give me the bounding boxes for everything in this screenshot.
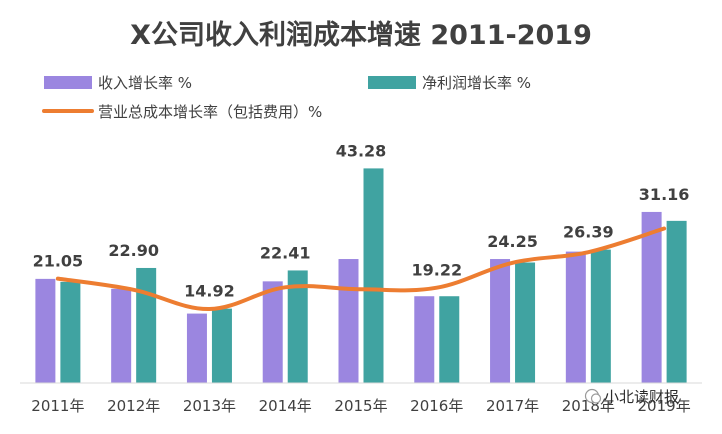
bar-revenue-2012 [111, 288, 132, 383]
bar-series-net-profit [60, 168, 687, 383]
x-tick-labels: 2011年 2012年 2013年 2014年 2015年 2016年 2017年 2018年… [31, 397, 690, 415]
x-tick-2013: 2013年 [183, 397, 236, 415]
legend-swatch-net-profit [368, 76, 416, 89]
watermark-logo-icon [584, 388, 602, 404]
data-label-2014: 22.41 [260, 243, 311, 262]
data-label-2017: 24.25 [487, 232, 538, 251]
x-tick-2015: 2015年 [334, 397, 387, 415]
bar-revenue-2017 [490, 259, 511, 383]
x-tick-2019: 2019年 [638, 397, 691, 415]
bar-revenue-2015 [338, 259, 359, 383]
bar-net-profit-2018 [590, 249, 611, 383]
bar-revenue-2013 [186, 313, 207, 383]
bar-net-profit-2012 [136, 267, 157, 383]
data-label-2018: 26.39 [563, 223, 614, 242]
data-label-2015: 43.28 [336, 141, 387, 160]
data-label-2013: 14.92 [184, 282, 235, 301]
legend-swatch-revenue [44, 76, 92, 89]
bar-net-profit-2013 [211, 308, 232, 383]
x-tick-2016: 2016年 [410, 397, 463, 415]
x-tick-2018: 2018年 [562, 397, 615, 415]
bar-net-profit-2016 [439, 296, 460, 383]
data-label-2019: 31.16 [639, 185, 690, 204]
plot-area: 21.05 22.90 14.92 22.41 43.28 19.22 24.25 26.39… [20, 141, 702, 415]
legend-label-revenue: 收入增长率 % [98, 74, 192, 92]
bar-net-profit-2015 [363, 168, 384, 383]
watermark-text: 小北读财报 [604, 388, 679, 406]
legend-label-total-cost: 营业总成本增长率（包括费用）% [98, 103, 322, 121]
x-tick-2017: 2017年 [486, 397, 539, 415]
line-series-total-cost [55, 226, 667, 312]
bar-net-profit-2011 [60, 281, 81, 383]
bar-revenue-2011 [35, 278, 56, 383]
bar-revenue-2018 [565, 251, 586, 383]
legend-label-net-profit: 净利润增长率 % [422, 74, 531, 92]
bar-net-profit-2014 [287, 270, 308, 383]
x-tick-2014: 2014年 [259, 397, 312, 415]
bar-revenue-2014 [262, 281, 283, 383]
bar-revenue-2016 [414, 296, 435, 383]
data-label-2011: 21.05 [33, 252, 84, 271]
bar-revenue-2019 [641, 211, 662, 383]
legend: 收入增长率 % 净利润增长率 % 营业总成本增长率（包括费用）% [42, 74, 531, 121]
bar-net-profit-2019 [666, 220, 687, 383]
data-labels: 21.05 22.90 14.92 22.41 43.28 19.22 24.25 26.39… [33, 141, 690, 300]
bar-series-revenue [35, 211, 662, 383]
x-tick-2012: 2012年 [107, 397, 160, 415]
watermark: 小北读财报 [584, 388, 679, 406]
data-label-2016: 19.22 [411, 261, 462, 280]
chart-title: X公司收入利润成本增速 2011-2019 [130, 19, 592, 51]
bar-net-profit-2017 [515, 262, 536, 383]
data-label-2012: 22.90 [108, 241, 159, 260]
x-tick-2011: 2011年 [31, 397, 84, 415]
